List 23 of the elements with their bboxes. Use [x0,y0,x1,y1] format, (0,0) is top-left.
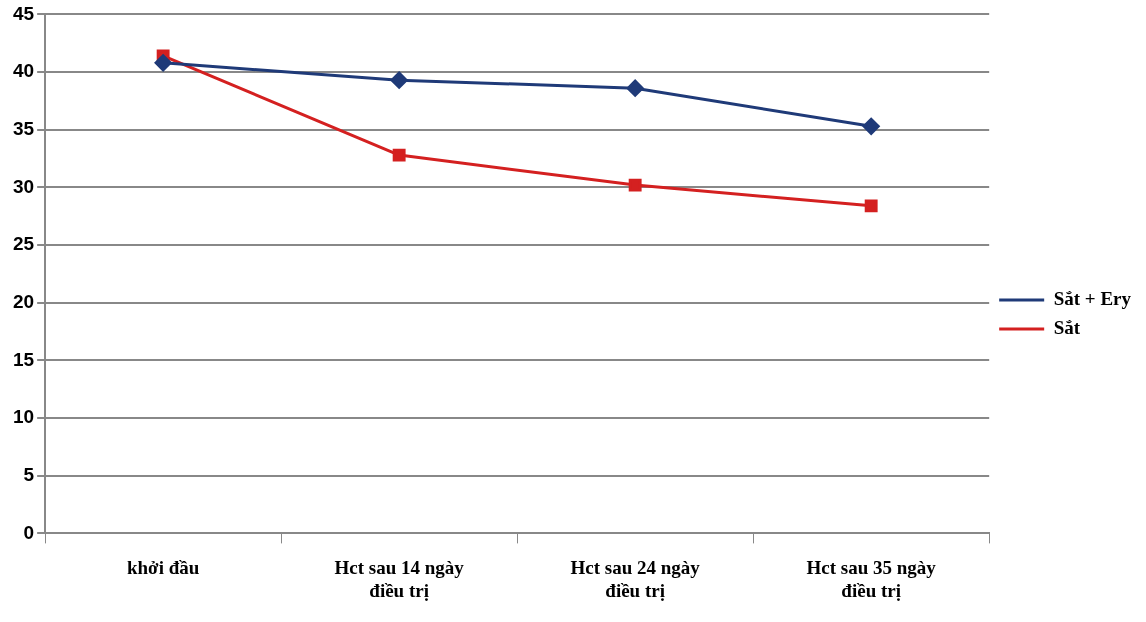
y-tick-label: 25 [12,233,35,255]
point [154,54,172,72]
x-tick-label: khởi đầu [126,556,200,578]
point [390,71,408,89]
point [864,199,878,213]
point [628,178,642,192]
point [626,79,644,97]
y-tick-label: 15 [12,348,35,370]
y-tick-label: 40 [12,60,35,82]
legend-label: Sắt [1053,316,1081,338]
x-tick-label: Hct sau 35 ngày điều trị [806,556,937,601]
x-tick-label: Hct sau 24 ngày điều trị [570,556,701,601]
legend-label: Sắt + Ery [1053,287,1132,309]
point [862,117,880,135]
y-tick-label: 0 [23,521,35,543]
y-tick-label: 30 [12,175,35,197]
y-tick-label: 35 [12,117,35,139]
y-tick-label: 45 [12,2,35,24]
y-tick-label: 20 [12,290,35,312]
y-tick-label: 5 [23,463,35,485]
x-tick-label: Hct sau 14 ngày điều trị [334,556,465,601]
y-tick-label: 10 [12,406,35,428]
point [392,148,406,162]
